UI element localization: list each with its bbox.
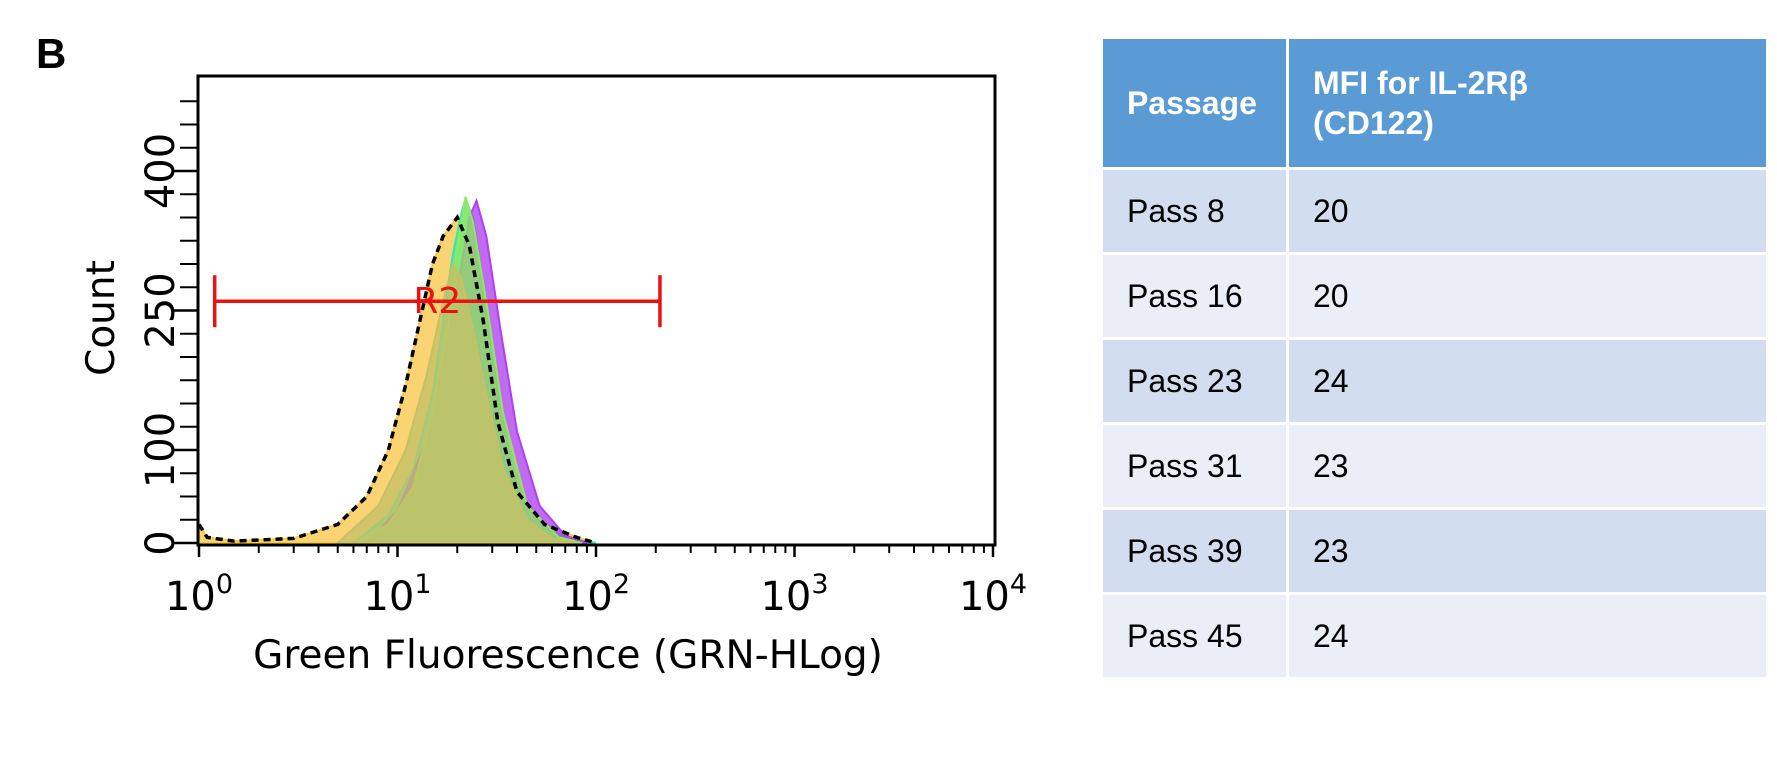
series-layer	[197, 195, 597, 545]
x-tick-label: 103	[760, 569, 828, 620]
passage-cell: Pass 45	[1100, 592, 1289, 680]
gate-label: R2	[413, 281, 461, 322]
header-mfi: MFI for IL-2Rβ (CD122)	[1286, 36, 1769, 170]
axes-layer: 100 101 102 103 104 0 100 250 400	[138, 100, 1027, 620]
panel-label: B	[36, 30, 67, 77]
table-row: Pass 16 20	[1100, 252, 1769, 340]
y-tick-label: 0	[138, 530, 184, 555]
table-row: Pass 8 20	[1100, 167, 1769, 255]
x-tick-label: 104	[959, 569, 1027, 620]
y-axis-label: Count	[79, 260, 124, 376]
y-tick-label: 400	[138, 133, 184, 209]
passage-cell: Pass 16	[1100, 252, 1289, 340]
table-row: Pass 45 24	[1100, 592, 1769, 680]
mfi-cell: 24	[1286, 337, 1769, 425]
mfi-cell: 23	[1286, 507, 1769, 595]
header-mfi-line2: (CD122)	[1313, 105, 1434, 141]
mfi-cell: 23	[1286, 422, 1769, 510]
x-axis-label: Green Fluorescence (GRN-HLog)	[253, 633, 883, 678]
passage-cell: Pass 23	[1100, 337, 1289, 425]
plot-frame	[196, 74, 997, 547]
table-header-row: Passage MFI for IL-2Rβ (CD122)	[1100, 36, 1769, 170]
x-tick-label: 101	[363, 569, 431, 620]
series-line-5	[197, 214, 597, 545]
y-tick-label: 100	[138, 412, 184, 488]
mfi-cell: 20	[1286, 252, 1769, 340]
series-area-4	[335, 261, 577, 544]
table-row: Pass 31 23	[1100, 422, 1769, 510]
x-tick-label: 102	[562, 569, 630, 620]
passage-cell: Pass 39	[1100, 507, 1289, 595]
gate-layer: R2	[212, 275, 662, 328]
y-tick-label: 250	[138, 272, 184, 348]
table-row: Pass 39 23	[1100, 507, 1769, 595]
passage-cell: Pass 31	[1100, 422, 1289, 510]
mfi-cell: 24	[1286, 592, 1769, 680]
passage-cell: Pass 8	[1100, 167, 1289, 255]
mfi-table: Passage MFI for IL-2Rβ (CD122) Pass 8 20…	[1100, 36, 1769, 680]
header-mfi-line1: MFI for IL-2Rβ	[1313, 65, 1529, 101]
mfi-cell: 20	[1286, 167, 1769, 255]
histogram-chart: R2 100 101 102 103 104 0 100 250 400 Green Fluor…	[79, 74, 1027, 678]
table-row: Pass 23 24	[1100, 337, 1769, 425]
x-tick-label: 100	[165, 569, 233, 620]
header-passage: Passage	[1100, 36, 1289, 170]
